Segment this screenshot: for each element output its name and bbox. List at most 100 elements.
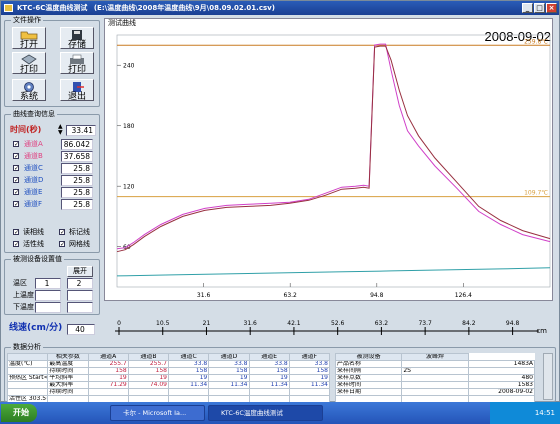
column-header: 通道D	[208, 353, 250, 361]
chart-panel: 测试曲线 2008-09-02 60 120 180 240 31.6 63.2 94.8 126…	[104, 18, 553, 301]
lower-temp-1[interactable]	[35, 302, 61, 313]
print-button[interactable]: 打印	[60, 52, 94, 75]
table-cell	[6, 381, 49, 389]
table-cell: 255.7	[127, 360, 170, 368]
start-button[interactable]: 开始	[1, 404, 37, 422]
table-row: 采样间隔 2S	[334, 367, 536, 375]
table-cell: 480	[467, 374, 536, 382]
table-cell: 158	[167, 367, 210, 375]
window-title: KTC-6C温度曲线测试	[17, 4, 88, 12]
y-tick-label: 120	[123, 184, 135, 191]
app-icon	[4, 4, 13, 12]
table-row: 最大斜率 71.29 74.09 11.34 11.34 11.34 11.34	[6, 381, 331, 389]
column-header: 波峰焊	[401, 353, 469, 361]
table-cell: 158	[288, 367, 331, 375]
marker-label: 259.8℃	[524, 38, 548, 45]
channel-label: 通道A	[24, 140, 43, 148]
temperature-chart: 测试曲线 2008-09-02 60 120 180 240 31.6 63.2 94.8 126…	[108, 18, 551, 299]
table-row: 持续时间 158 158 158 158 158 158	[6, 367, 331, 375]
option-label: 标记线	[69, 228, 90, 236]
channel-checkbox[interactable]: ✓	[13, 165, 20, 172]
table-cell: 33.8	[208, 360, 250, 368]
channel-value: 25.8	[61, 163, 93, 174]
series-line	[116, 43, 551, 250]
save-button[interactable]: 存储	[60, 27, 94, 50]
table-cell: 33.8	[248, 360, 290, 368]
close-button[interactable]: ×	[546, 3, 557, 13]
channel-label: 通道F	[24, 200, 43, 208]
task-ktc[interactable]: KTC-6C温度曲线测试	[208, 405, 323, 421]
curve-query-group: 曲线查询信息 时间(秒) ▲ ▼ 33.41 ✓ 通道A 86.042 ✓ 通道B 37.6…	[4, 110, 100, 253]
ruler-tick-label: 10.5	[156, 320, 170, 327]
speed-value[interactable]: 40	[67, 324, 95, 335]
table-cell	[6, 367, 49, 375]
system-button[interactable]: 系统	[12, 79, 46, 102]
channel-checkbox[interactable]: ✓	[13, 153, 20, 160]
channel-checkbox[interactable]: ✓	[13, 201, 20, 208]
channel-checkbox[interactable]: ✓	[13, 189, 20, 196]
exit-button[interactable]: 退出	[60, 79, 94, 102]
table-cell: 158	[248, 367, 290, 375]
table-header-row: 被测设备 波峰焊	[334, 353, 535, 361]
y-tick-label: 240	[123, 63, 135, 70]
channel-label: 通道B	[24, 152, 43, 160]
task-ie[interactable]: 卡尔 - Microsoft Ia...	[110, 405, 205, 421]
option-checkbox[interactable]: ✓	[59, 241, 66, 248]
channel-checkbox[interactable]: ✓	[13, 141, 20, 148]
channel-label: 通道C	[24, 164, 43, 172]
table-cell: 158	[208, 367, 250, 375]
analysis-table: 相关参数 通道A 通道B 通道C 通道D 通道E 通道F 温度(℃) 最高温度 255.7 255.…	[6, 353, 331, 403]
table-cell: 产品名称	[334, 360, 403, 368]
device-settings-title: 被测设备设置值	[11, 255, 64, 264]
speed-label: 线速(cm/分)	[9, 323, 63, 333]
table-cell: 71.29	[87, 381, 129, 389]
floppy-icon	[72, 30, 82, 40]
option-checkbox[interactable]: ✓	[59, 229, 66, 236]
table-cell	[208, 388, 250, 396]
device-settings-group: 被测设备设置值 展开 温区 1 2 上温度 下温度	[4, 255, 100, 315]
table-cell: 温度(℃)	[6, 360, 49, 368]
column-header: 通道A	[87, 353, 129, 361]
maximize-button[interactable]: □	[534, 3, 545, 13]
curve-query-title: 曲线查询信息	[11, 110, 57, 119]
table-row: 产品名称 1483A	[334, 360, 536, 368]
expand-button[interactable]: 展开	[67, 266, 93, 277]
channel-checkbox[interactable]: ✓	[13, 177, 20, 184]
data-analysis-title: 数据分析	[11, 343, 43, 352]
upper-temp-2[interactable]	[67, 290, 93, 301]
time-spinner-icon[interactable]: ▲ ▼	[58, 123, 63, 136]
main-window: KTC-6C温度曲线测试 (E:\温度曲线\2008年温度曲线\9月\08.09…	[0, 0, 560, 403]
option-checkbox[interactable]: ✓	[13, 241, 20, 248]
table-cell: 33.8	[167, 360, 210, 368]
plot-frame	[116, 34, 551, 288]
lower-temp-2[interactable]	[67, 302, 93, 313]
table-row: 采样时间 1583	[334, 381, 536, 389]
ruler-tick-label: 0	[117, 320, 121, 327]
time-label: 时间(秒)	[10, 125, 42, 134]
table-scrollbar[interactable]	[543, 353, 553, 400]
zone-1-value: 1	[35, 278, 61, 289]
table-cell: 采样时间	[334, 381, 403, 389]
column-header	[6, 353, 49, 361]
file-ops-group: 文件操作 打开 存储 打印 打印 系统 退出	[4, 16, 100, 107]
table-cell	[467, 367, 536, 375]
channel-value: 25.8	[61, 175, 93, 186]
table-cell: 11.34	[288, 381, 331, 389]
option-checkbox[interactable]: ✓	[13, 229, 20, 236]
table-row: 持续时间	[6, 388, 331, 396]
x-tick-label: 31.6	[197, 292, 211, 299]
table-cell: 1483A	[467, 360, 536, 368]
distance-ruler: 0 10.5 21 31.6 42.1 52.6 63.2 73.7 84.2 94.8 cm	[115, 320, 547, 335]
table-cell: 11.34	[208, 381, 250, 389]
upper-temp-1[interactable]	[35, 290, 61, 301]
table-cell: 2008-09-02	[467, 388, 536, 396]
minimize-button[interactable]: _	[522, 3, 533, 13]
channel-value: 86.042	[61, 139, 93, 150]
table-cell	[401, 360, 469, 368]
table-cell: 2S	[401, 367, 469, 375]
table-cell	[167, 388, 210, 396]
table-cell: 19	[208, 374, 250, 382]
open-button[interactable]: 打开	[12, 27, 46, 50]
printer-button[interactable]: 打印	[12, 52, 46, 75]
table-cell: 19	[248, 374, 290, 382]
